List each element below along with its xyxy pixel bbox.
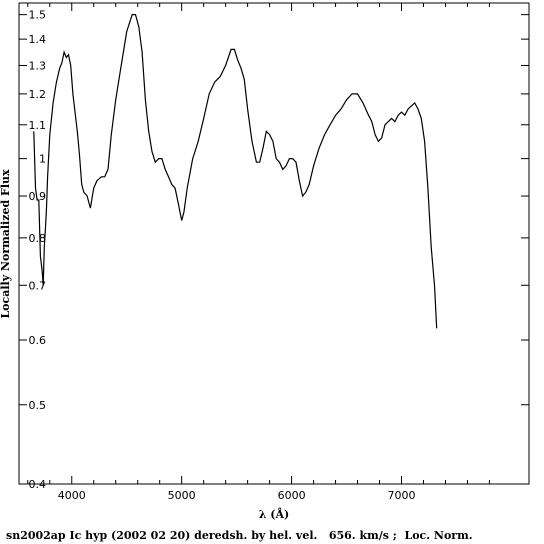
y-tick-label: 0.6 [29,334,47,347]
y-tick-label: 1.4 [29,33,47,46]
spectrum-line [33,14,438,329]
y-tick-label: 1.3 [29,59,47,72]
y-tick-label: 1 [39,153,46,166]
x-tick-label: 6000 [278,489,306,502]
x-tick-label: 5000 [168,489,196,502]
y-tick-label: 1.2 [29,88,47,101]
y-tick-label: 0.5 [29,399,47,412]
y-tick-label: 0.9 [29,190,47,203]
y-tick-label: 0.8 [29,232,47,245]
y-axis-ticks: 0.4 0.5 0.6 0.7 0.8 0.9 1 1.1 1.2 1.3 1.4 1.5 [19,9,529,491]
x-tick-label: 7000 [388,489,416,502]
y-tick-label: 1.1 [29,119,47,132]
y-tick-label: 0.4 [29,478,47,491]
y-tick-label: 0.7 [29,279,47,292]
y-tick-label: 1.5 [29,9,47,22]
x-axis-title: λ (Å) [259,507,290,521]
y-axis-title: Locally Normalized Flux [0,169,12,319]
x-axis-ticks: 4000 5000 6000 7000 [27,3,490,502]
plot-frame [18,2,530,485]
chart-caption: sn2002ap Ic hyp (2002 02 20) deredsh. by… [6,529,473,542]
x-tick-label: 4000 [58,489,86,502]
